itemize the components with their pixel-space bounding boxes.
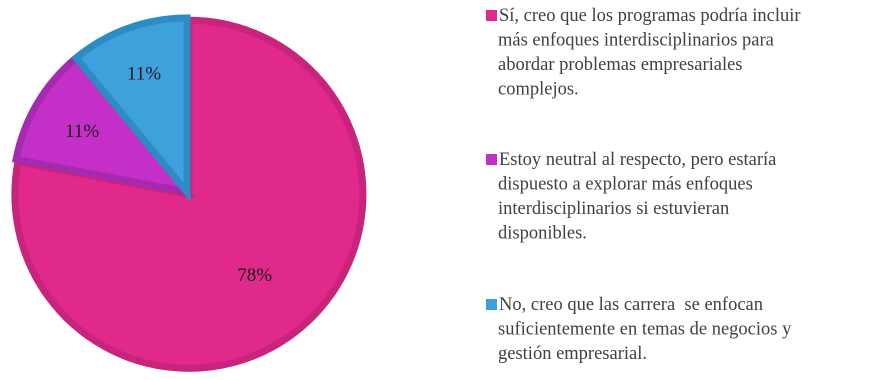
legend-label-3-line-1: No, creo que las carrera se enfocan [499, 295, 763, 315]
legend-label-1-line-3: abordar problemas empresariales [498, 55, 743, 75]
legend-label-2-line-4: disponibles. [498, 224, 587, 244]
pie-slice-2 [11, 53, 196, 198]
legend-item-1: Sí, creo que los programas podría inclui… [486, 6, 801, 100]
pie-slice-3 [71, 14, 191, 202]
legend-label-3-line-2: suficientemente en temas de negocios y [498, 320, 792, 340]
slice-label-2: 11% [65, 121, 99, 142]
legend-swatch-3 [486, 299, 497, 310]
legend-label-3-line-3: gestión empresarial. [498, 344, 647, 364]
slice-labels: 78% 11% 11% [65, 63, 272, 285]
legend-swatch-2 [486, 154, 497, 165]
pie-slice-1 [11, 16, 367, 372]
legend-swatch-1 [486, 10, 497, 21]
legend-label-2-line-3: interdisciplinarios si estuvieran [498, 199, 729, 219]
slice-label-1: 78% [237, 265, 272, 286]
legend-label-1-line-2: más enfoques interdisciplinarios para [498, 31, 774, 51]
pie-slices [11, 14, 367, 372]
legend-label-1-line-1: Sí, creo que los programas podría inclui… [499, 6, 801, 26]
legend-label-2-line-1: Estoy neutral al respecto, pero estaría [499, 150, 776, 170]
legend-item-3: No, creo que las carrera se enfocan sufic… [486, 295, 792, 364]
legend-label-2-line-2: dispuesto a explorar más enfoques [498, 175, 753, 195]
slice-label-3: 11% [127, 63, 161, 84]
legend-label-1-line-4: complejos. [498, 80, 579, 100]
legend-item-2: Estoy neutral al respecto, pero estaría d… [486, 150, 776, 244]
legend: Sí, creo que los programas podría inclui… [486, 6, 801, 364]
